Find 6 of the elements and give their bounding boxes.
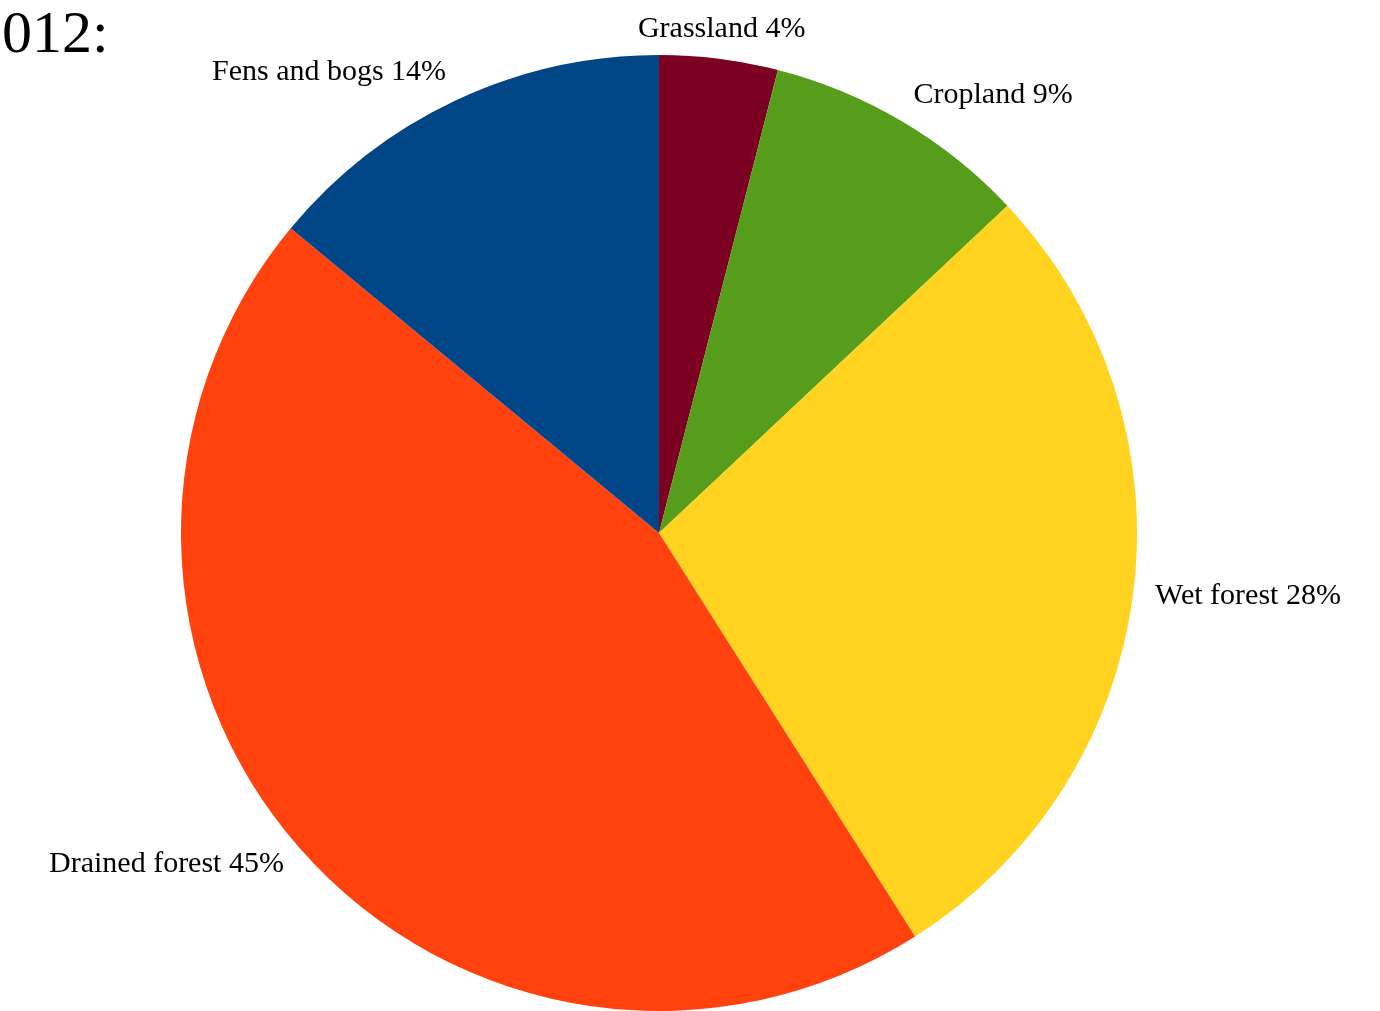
- chart-title: 012:: [2, 0, 109, 65]
- slice-label: Fens and bogs 14%: [211, 53, 447, 87]
- slice-label: Grassland 4%: [637, 9, 806, 43]
- slice-label: Drained forest 45%: [49, 844, 284, 878]
- slice-label: Cropland 9%: [913, 75, 1073, 109]
- slice-label: Wet forest 28%: [1155, 576, 1341, 610]
